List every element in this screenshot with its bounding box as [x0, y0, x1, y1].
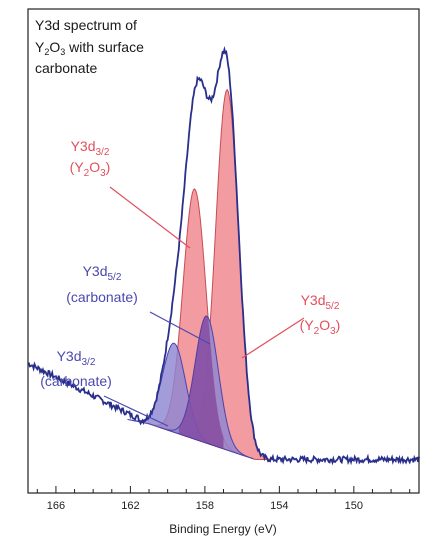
spectrum-lines	[27, 45, 420, 466]
chart-title-line: Y2O3 with surface	[35, 39, 144, 57]
x-tick-label: 162	[121, 500, 139, 512]
annotation-leader-line	[103, 395, 169, 427]
annotation-y3d32-carbonate: Y3d3/2 (carbonate)	[40, 348, 169, 427]
chart-title: Y3d spectrum of Y2O3 with surface carbonat…	[35, 17, 144, 76]
annotation-sublabel: (carbonate)	[66, 289, 138, 305]
annotation-label: Y3d5/2	[83, 263, 122, 283]
x-tick-label: 150	[345, 500, 363, 512]
peak-fills	[127, 88, 274, 460]
peak-overlap-region	[178, 315, 224, 449]
envelope-line	[27, 45, 420, 466]
annotation-leader-line	[241, 317, 305, 359]
annotation-label: Y3d3/2	[71, 138, 110, 158]
annotation-y3d32-y2o3: Y3d3/2(Y2O3)	[70, 138, 191, 249]
annotation-leader-line	[149, 311, 211, 345]
x-axis-label: Binding Energy (eV)	[169, 522, 276, 536]
annotation-y3d52-carbonate: Y3d5/2 (carbonate)	[66, 263, 211, 345]
annotation-label: Y3d5/2	[301, 292, 340, 312]
chart-title-line: Y3d spectrum of	[35, 17, 137, 33]
x-tick-label: 154	[270, 500, 288, 512]
x-axis-ticks	[36, 486, 411, 493]
annotation-sublabel: (Y2O3)	[300, 317, 341, 337]
chart-title-line: carbonate	[35, 60, 97, 76]
annotation-sublabel: (carbonate)	[40, 373, 112, 389]
peak-annotations: Y3d3/2(Y2O3)Y3d5/2(carbonate) Y3d5/2(Y2O3…	[40, 138, 341, 427]
annotation-y3d52-y2o3: Y3d5/2 (Y2O3)	[241, 292, 341, 359]
x-tick-label: 158	[196, 500, 214, 512]
x-axis-tick-labels: 166 162 158 154 150	[47, 500, 363, 512]
x-tick-label: 166	[47, 500, 65, 512]
annotation-sublabel: (Y2O3)	[70, 159, 111, 179]
annotation-leader-line	[109, 186, 191, 249]
annotation-label: Y3d3/2	[57, 348, 96, 368]
